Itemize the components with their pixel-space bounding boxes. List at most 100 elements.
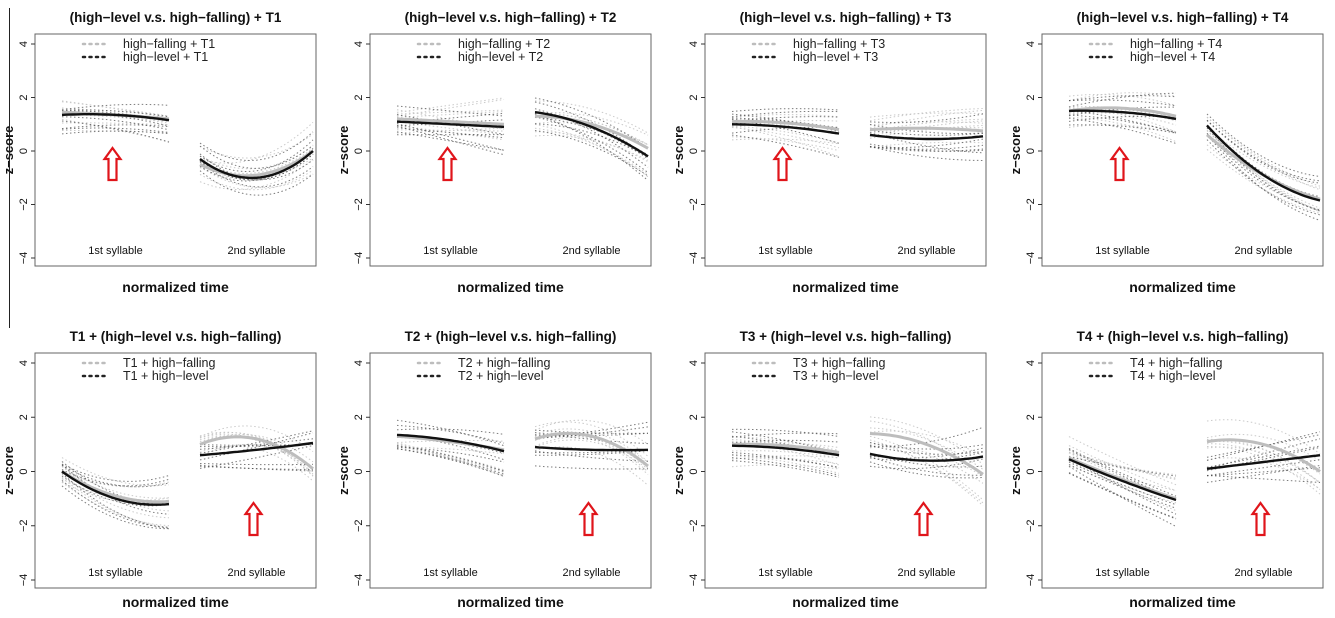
y-tick-label: 2 <box>18 414 30 420</box>
panel-title: (high−level v.s. high−falling) + T2 <box>405 10 617 25</box>
y-tick-label: −4 <box>353 574 365 587</box>
y-tick-label: −4 <box>353 252 365 265</box>
plot-frame <box>370 353 651 588</box>
legend-entry-2: T3 + high−level <box>793 369 878 383</box>
segment-label-1: 1st syllable <box>88 245 142 257</box>
legend-entry-2: high−level + T2 <box>458 50 543 64</box>
x-axis-label: normalized time <box>1129 594 1236 610</box>
up-arrow-icon <box>440 148 456 180</box>
panel-4: (high−level v.s. high−falling) + T4 4 2 0 −2… <box>1008 10 1323 295</box>
y-axis-label: z−score <box>1 446 16 495</box>
trajectory-line <box>397 449 504 477</box>
segment-label-1: 1st syllable <box>88 567 142 579</box>
y-tick-label: −2 <box>353 198 365 211</box>
x-axis-label: normalized time <box>122 594 229 610</box>
left-border-line <box>9 8 10 328</box>
up-arrow-icon <box>105 148 121 180</box>
y-tick-label: 0 <box>1025 148 1037 154</box>
trajectory-line <box>1207 125 1320 197</box>
trajectory-line <box>397 447 504 471</box>
up-arrow-icon <box>916 503 932 535</box>
trajectory-line <box>1069 118 1176 143</box>
y-tick-label: 0 <box>688 148 700 154</box>
panel-6: T2 + (high−level v.s. high−falling)420−2… <box>336 329 651 610</box>
panel-2: (high−level v.s. high−falling) + T2420−2… <box>336 10 651 295</box>
y-tick-label: 0 <box>688 468 700 474</box>
legend-entry-1: high−falling + T1 <box>123 37 215 51</box>
segment-label-1: 1st syllable <box>423 567 477 579</box>
y-tick-label: 4 <box>18 41 30 47</box>
trajectory-line <box>62 131 169 134</box>
y-tick-label: −2 <box>18 519 30 532</box>
plot-frame <box>705 34 986 266</box>
y-axis-label: z−score <box>671 446 686 495</box>
panel-8: T4 + (high−level v.s. high−falling)420−2… <box>1008 329 1323 610</box>
segment-label-1: 1st syllable <box>1095 567 1149 579</box>
y-tick-label: −4 <box>18 252 30 265</box>
segment-label-2: 2nd syllable <box>897 567 955 579</box>
panel-title: T4 + (high−level v.s. high−falling) <box>1077 329 1289 344</box>
trajectory-line <box>62 486 169 529</box>
trajectory-line <box>732 109 839 112</box>
segment-label-2: 2nd syllable <box>1234 567 1292 579</box>
y-tick-label: 4 <box>353 360 365 366</box>
panel-title: (high−level v.s. high−falling) + T1 <box>70 10 282 25</box>
x-axis-label: normalized time <box>122 279 229 295</box>
legend-entry-1: high−falling + T3 <box>793 37 885 51</box>
x-axis-label: normalized time <box>792 594 899 610</box>
x-axis-label: normalized time <box>792 279 899 295</box>
legend-entry-1: T2 + high−falling <box>458 356 550 370</box>
y-tick-label: 4 <box>18 360 30 366</box>
y-tick-label: −4 <box>1025 574 1037 587</box>
trajectory-line <box>1207 447 1320 483</box>
trajectory-line <box>1207 128 1320 211</box>
y-tick-label: −2 <box>688 198 700 211</box>
plot-frame <box>35 34 316 266</box>
y-tick-label: 0 <box>353 148 365 154</box>
up-arrow-icon <box>1253 503 1269 535</box>
plot-frame <box>1042 34 1323 266</box>
y-tick-label: 4 <box>1025 41 1037 47</box>
y-tick-label: −4 <box>688 574 700 587</box>
y-tick-label: 0 <box>1025 468 1037 474</box>
trajectory-line <box>62 465 169 515</box>
trajectory-line <box>200 464 313 465</box>
segment-label-1: 1st syllable <box>758 245 812 257</box>
mean-line-series-2 <box>535 447 648 450</box>
trajectory-line <box>1069 446 1176 491</box>
panel-title: (high−level v.s. high−falling) + T4 <box>1077 10 1289 25</box>
segment-label-2: 2nd syllable <box>562 245 620 257</box>
y-tick-label: 2 <box>1025 94 1037 100</box>
trajectory-line <box>62 121 169 142</box>
mean-line-series-2 <box>62 472 169 505</box>
trajectory-line <box>1069 466 1176 526</box>
segment-label-2: 2nd syllable <box>897 245 955 257</box>
plot-frame <box>370 34 651 266</box>
panel-title: (high−level v.s. high−falling) + T3 <box>740 10 952 25</box>
up-arrow-icon <box>581 503 597 535</box>
trajectory-line <box>397 106 504 116</box>
trajectory-line <box>200 134 313 158</box>
y-axis-label: z−score <box>1008 126 1023 175</box>
up-arrow-icon <box>246 503 262 535</box>
y-tick-label: −2 <box>1025 198 1037 211</box>
y-tick-label: 2 <box>353 94 365 100</box>
legend-entry-1: T3 + high−falling <box>793 356 885 370</box>
y-tick-label: −2 <box>353 519 365 532</box>
legend-entry-2: T4 + high−level <box>1130 369 1215 383</box>
y-tick-label: −2 <box>18 198 30 211</box>
panel-title: T1 + (high−level v.s. high−falling) <box>70 329 282 344</box>
y-tick-label: −4 <box>1025 252 1037 265</box>
panel-title: T3 + (high−level v.s. high−falling) <box>740 329 952 344</box>
trajectory-line <box>397 449 504 475</box>
legend-entry-2: high−level + T4 <box>1130 50 1215 64</box>
y-axis-label: z−score <box>1008 446 1023 495</box>
trajectory-line <box>62 464 169 481</box>
trajectory-line <box>870 109 983 121</box>
y-axis-label: z−score <box>671 126 686 175</box>
legend-entry-2: T1 + high−level <box>123 369 208 383</box>
legend-entry-1: T4 + high−falling <box>1130 356 1222 370</box>
y-tick-label: 2 <box>18 94 30 100</box>
legend-entry-2: high−level + T3 <box>793 50 878 64</box>
